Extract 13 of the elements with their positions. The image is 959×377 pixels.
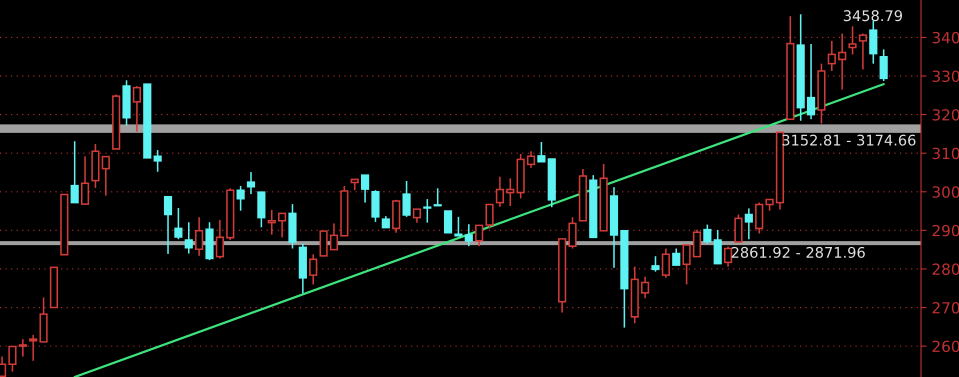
candlestick [246,171,256,195]
candlestick [423,198,432,224]
candlestick [848,25,857,56]
candlestick [288,203,297,250]
annotation: 3458.79 [844,10,902,22]
candlestick [506,178,514,207]
candlestick [195,216,204,257]
candlestick [610,186,618,269]
candlestick [869,20,878,64]
candlestick [796,14,805,122]
candlestick [630,266,639,324]
candlestick [838,32,846,90]
candlestick [268,209,276,236]
